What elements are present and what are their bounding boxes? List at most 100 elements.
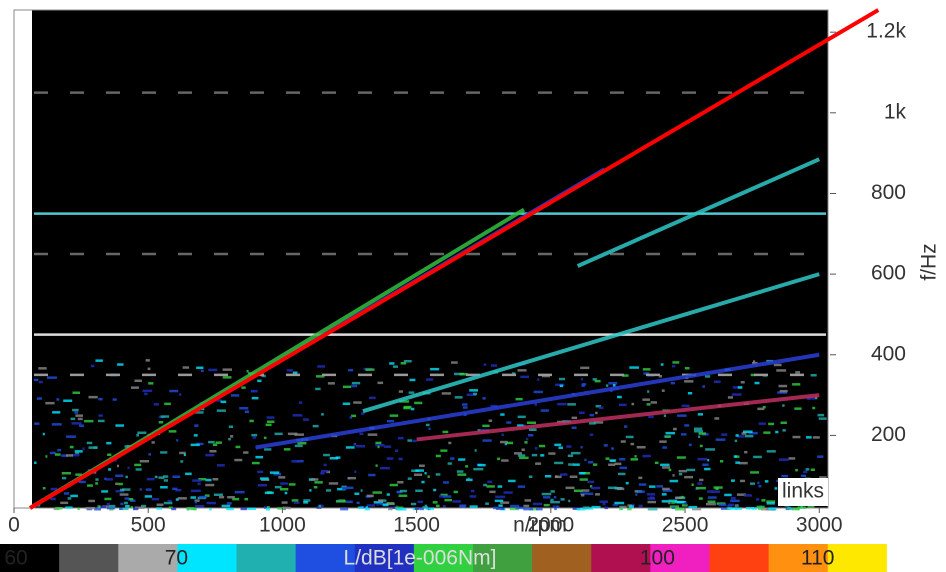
speckle <box>34 461 37 464</box>
speckle <box>77 507 81 510</box>
speckle <box>94 508 101 511</box>
speckle <box>517 415 526 419</box>
speckle <box>506 421 512 424</box>
speckle <box>400 362 407 365</box>
speckle <box>101 490 109 493</box>
speckle <box>186 507 195 510</box>
speckle <box>558 446 563 449</box>
speckle <box>619 458 626 461</box>
speckle <box>154 475 158 479</box>
speckle <box>602 502 606 506</box>
speckle <box>619 505 627 509</box>
speckle <box>658 375 662 378</box>
speckle <box>773 363 782 367</box>
speckle <box>572 463 580 466</box>
speckle <box>810 374 817 377</box>
speckle <box>630 458 638 461</box>
speckle <box>267 420 275 423</box>
speckle <box>291 460 301 463</box>
colorbar-tick-label: 110 <box>801 547 834 570</box>
speckle <box>707 500 716 503</box>
speckle <box>353 401 362 404</box>
speckle <box>98 419 105 423</box>
speckle <box>780 421 787 424</box>
speckle <box>450 457 455 460</box>
speckle <box>117 363 124 366</box>
speckle <box>714 417 720 420</box>
speckle <box>543 496 551 499</box>
speckle <box>794 407 802 410</box>
speckle <box>734 439 738 443</box>
speckle <box>366 494 374 498</box>
speckle <box>454 372 464 376</box>
speckle <box>361 412 365 415</box>
speckle <box>407 439 413 442</box>
speckle <box>557 402 567 406</box>
speckle <box>612 503 619 507</box>
speckle <box>694 430 703 433</box>
speckle <box>36 397 42 400</box>
speckle <box>477 429 481 432</box>
speckle <box>711 490 720 493</box>
speckle <box>730 496 736 500</box>
speckle <box>316 375 325 378</box>
speckle <box>432 501 438 504</box>
speckle <box>171 507 177 511</box>
speckle <box>288 483 296 486</box>
speckle <box>705 375 711 378</box>
speckle <box>163 475 169 478</box>
speckle <box>567 403 576 406</box>
speckle <box>544 475 552 478</box>
speckle <box>148 453 151 456</box>
speckle <box>234 458 243 462</box>
speckle <box>196 366 204 369</box>
speckle <box>65 506 73 509</box>
speckle <box>776 369 787 372</box>
speckle <box>419 507 424 511</box>
speckle <box>543 503 550 507</box>
speckle <box>608 382 618 385</box>
speckle <box>630 442 635 446</box>
speckle <box>199 495 208 499</box>
colorbar-swatch <box>827 544 888 572</box>
speckle <box>485 502 489 505</box>
speckle <box>656 485 664 488</box>
speckle <box>565 486 575 490</box>
speckle <box>792 435 801 439</box>
speckle <box>175 498 179 501</box>
speckle <box>209 507 212 511</box>
speckle <box>466 393 476 396</box>
speckle <box>724 493 732 497</box>
speckle <box>212 443 218 447</box>
speckle <box>394 506 404 509</box>
speckle <box>216 409 226 412</box>
speckle <box>340 507 349 511</box>
speckle <box>483 483 487 487</box>
speckle <box>474 449 477 452</box>
speckle <box>654 461 659 465</box>
speckle <box>768 507 777 510</box>
speckle <box>497 485 503 488</box>
speckle <box>646 493 656 496</box>
y-tick-label: 200 <box>871 423 906 446</box>
colorbar: 60 70 100 110 L/dB[1e-006Nm] <box>0 544 946 572</box>
speckle <box>230 394 240 397</box>
speckle <box>134 463 142 467</box>
speckle <box>550 498 554 502</box>
speckle <box>528 475 533 478</box>
speckle <box>664 435 671 438</box>
speckle <box>758 507 763 510</box>
speckle <box>576 508 586 511</box>
speckle <box>367 433 378 436</box>
speckle <box>698 497 703 500</box>
speckle <box>661 493 667 496</box>
speckle <box>540 454 545 457</box>
speckle <box>283 448 291 451</box>
speckle <box>410 502 417 506</box>
speckle <box>678 472 683 476</box>
speckle <box>529 507 538 511</box>
speckle <box>593 421 604 424</box>
speckle <box>500 501 510 504</box>
speckle <box>614 462 622 466</box>
speckle <box>74 450 83 453</box>
